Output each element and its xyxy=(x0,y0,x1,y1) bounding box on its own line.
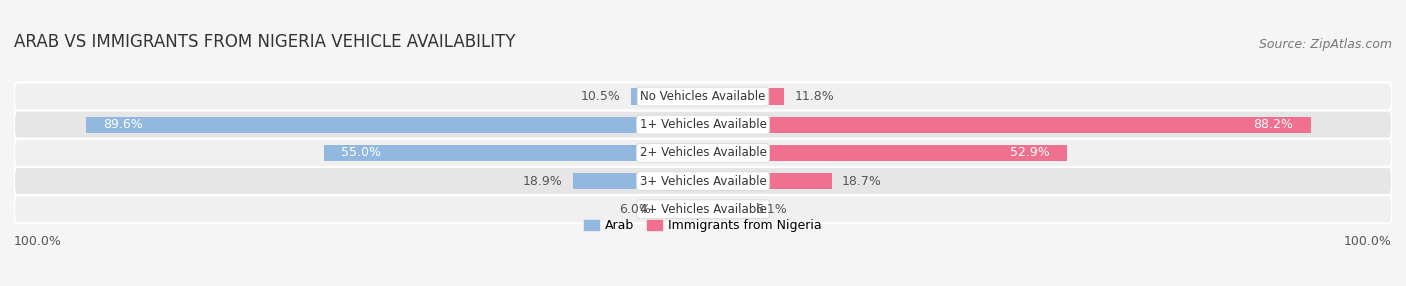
Bar xyxy=(703,173,832,189)
Bar xyxy=(703,201,745,217)
FancyBboxPatch shape xyxy=(14,111,1392,139)
Text: ARAB VS IMMIGRANTS FROM NIGERIA VEHICLE AVAILABILITY: ARAB VS IMMIGRANTS FROM NIGERIA VEHICLE … xyxy=(14,33,516,51)
Text: 3+ Vehicles Available: 3+ Vehicles Available xyxy=(640,174,766,188)
Text: 55.0%: 55.0% xyxy=(342,146,381,159)
FancyBboxPatch shape xyxy=(14,167,1392,195)
Bar xyxy=(631,88,703,105)
FancyBboxPatch shape xyxy=(14,139,1392,167)
FancyBboxPatch shape xyxy=(14,82,1392,111)
Text: 18.7%: 18.7% xyxy=(842,174,882,188)
Text: 100.0%: 100.0% xyxy=(14,235,62,247)
Text: 100.0%: 100.0% xyxy=(1344,235,1392,247)
Text: 88.2%: 88.2% xyxy=(1254,118,1294,131)
Bar xyxy=(703,145,1067,161)
Text: 6.0%: 6.0% xyxy=(620,203,651,216)
Bar xyxy=(86,116,703,133)
Text: 10.5%: 10.5% xyxy=(581,90,620,103)
Text: Source: ZipAtlas.com: Source: ZipAtlas.com xyxy=(1258,39,1392,51)
Bar xyxy=(703,116,1310,133)
Text: 11.8%: 11.8% xyxy=(794,90,834,103)
Text: No Vehicles Available: No Vehicles Available xyxy=(640,90,766,103)
Legend: Arab, Immigrants from Nigeria: Arab, Immigrants from Nigeria xyxy=(579,214,827,237)
Text: 4+ Vehicles Available: 4+ Vehicles Available xyxy=(640,203,766,216)
Text: 2+ Vehicles Available: 2+ Vehicles Available xyxy=(640,146,766,159)
Text: 6.1%: 6.1% xyxy=(755,203,787,216)
Bar xyxy=(703,88,785,105)
Text: 89.6%: 89.6% xyxy=(103,118,142,131)
Text: 18.9%: 18.9% xyxy=(523,174,562,188)
Bar xyxy=(662,201,703,217)
Text: 52.9%: 52.9% xyxy=(1011,146,1050,159)
FancyBboxPatch shape xyxy=(14,195,1392,223)
Text: 1+ Vehicles Available: 1+ Vehicles Available xyxy=(640,118,766,131)
Bar xyxy=(323,145,703,161)
Bar xyxy=(572,173,703,189)
